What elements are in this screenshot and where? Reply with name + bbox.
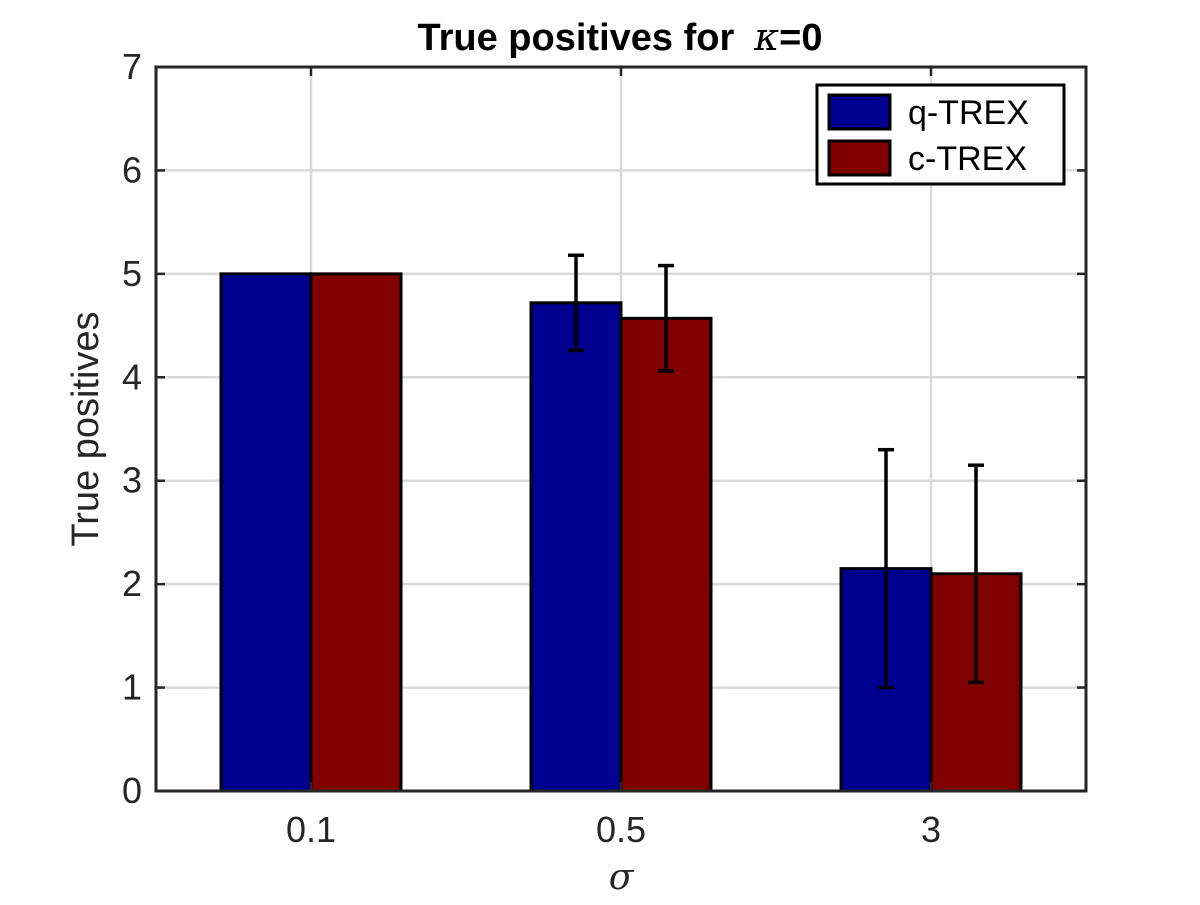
y-tick-label-6: 6: [122, 149, 142, 190]
y-tick-label-5: 5: [122, 253, 142, 294]
y-tick-label-2: 2: [122, 563, 142, 604]
y-tick-label-1: 1: [122, 667, 142, 708]
bars: [219, 272, 1023, 793]
error-bars: [568, 253, 984, 690]
error-bar-c-trex-3: [968, 463, 984, 685]
x-tick-label-1: 0.5: [596, 809, 646, 850]
x-axis-label: σ: [609, 857, 635, 898]
x-tick-label-0: 0.1: [286, 809, 336, 850]
legend-swatch-q-trex: [827, 93, 892, 131]
y-axis-ticks: 0 1 2 3 4 5 6 7: [122, 46, 1086, 811]
bar-q-trex-0.1: [219, 272, 313, 793]
chart-title-symbol: κ: [753, 15, 779, 59]
chart-title: True positives for κ=0: [418, 15, 823, 59]
bar-c-trex-0.1: [309, 272, 403, 793]
chart-title-text: True positives for: [418, 17, 735, 59]
legend-label-q-trex: q-TREX: [908, 94, 1029, 132]
bar-c-trex-0.5: [619, 316, 713, 793]
y-tick-label-3: 3: [122, 460, 142, 501]
y-tick-label-0: 0: [122, 770, 142, 811]
chart-title-value: =0: [779, 17, 822, 59]
y-tick-label-7: 7: [122, 46, 142, 87]
y-axis-label: True positives: [65, 311, 107, 546]
y-tick-label-4: 4: [122, 356, 142, 397]
x-tick-label-2: 3: [921, 809, 941, 850]
error-bar-c-trex-0.5: [658, 263, 674, 373]
x-axis-ticks: 0.1 0.5 3: [286, 67, 941, 850]
error-bar-q-trex-0.5: [568, 253, 584, 353]
bar-q-trex-0.5: [529, 301, 623, 793]
legend-label-c-trex: c-TREX: [908, 140, 1027, 178]
legend: q-TREX c-TREX: [815, 83, 1066, 186]
error-bar-q-trex-3: [878, 447, 894, 690]
legend-swatch-c-trex: [827, 139, 892, 177]
